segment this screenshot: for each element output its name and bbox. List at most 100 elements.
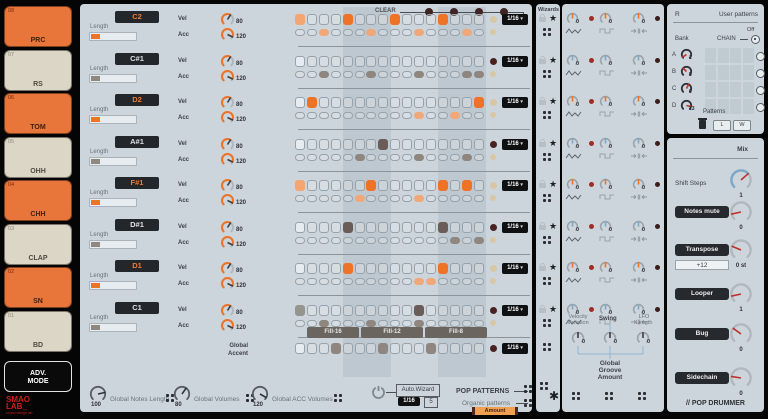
vel-step-cell[interactable]	[414, 263, 424, 274]
acc-step-cell[interactable]	[366, 153, 377, 161]
vel-step-cell[interactable]	[318, 55, 329, 67]
rate-dropdown[interactable]: 1/16 ▾	[502, 138, 528, 150]
vel-step-cell[interactable]	[306, 221, 317, 233]
swing-knob[interactable]	[599, 12, 612, 25]
vel-step-cell[interactable]	[366, 14, 377, 25]
acc-knob[interactable]	[220, 318, 235, 333]
vel-step-cell[interactable]	[425, 304, 436, 316]
acc-knob[interactable]	[220, 110, 235, 125]
vel-step-cell[interactable]	[437, 138, 448, 150]
vel-knob[interactable]	[220, 137, 235, 152]
vel-step-cell[interactable]	[366, 304, 377, 316]
acc-step-cell[interactable]	[295, 319, 305, 327]
vel-step-cell[interactable]	[295, 138, 305, 150]
vel-step-cell[interactable]	[461, 221, 472, 233]
vel-step-cell[interactable]	[306, 263, 317, 274]
wizard-star-button[interactable]: ★	[549, 137, 558, 148]
vel-step-cell[interactable]	[366, 55, 377, 67]
acc-knob[interactable]	[220, 276, 235, 291]
lfo-length-knob[interactable]	[632, 178, 645, 191]
note-badge[interactable]: C2	[115, 11, 159, 23]
acc-step-cell[interactable]	[318, 29, 329, 36]
wizard-row-drag-handle[interactable]	[543, 152, 552, 162]
rate-dropdown[interactable]: 1/16 ▾	[502, 180, 528, 191]
acc-step-cell[interactable]	[461, 278, 472, 285]
vel-step-cell[interactable]	[461, 180, 472, 191]
vel-step-cell[interactable]	[390, 304, 401, 316]
acc-step-cell[interactable]	[342, 236, 353, 244]
acc-step-cell[interactable]	[390, 195, 401, 202]
lock-icon[interactable]	[539, 263, 546, 271]
vel-step-cell[interactable]	[437, 221, 448, 233]
vel-step-cell[interactable]	[437, 180, 448, 191]
auto-wizard-count[interactable]: 5	[424, 397, 438, 408]
acc-step-cell[interactable]	[449, 236, 460, 244]
acc-step-cell[interactable]	[342, 153, 353, 161]
vel-step-cell[interactable]	[295, 14, 305, 25]
acc-step-cell[interactable]	[414, 278, 424, 285]
acc-knob[interactable]	[220, 235, 235, 250]
vel-step-cell[interactable]	[354, 55, 365, 67]
vel-step-cell[interactable]	[354, 221, 365, 233]
vel-step-cell[interactable]	[461, 263, 472, 274]
global-knob[interactable]	[89, 385, 107, 403]
acc-knob[interactable]	[220, 27, 235, 42]
acc-step-cell[interactable]	[342, 29, 353, 36]
chain-cell[interactable]	[730, 48, 741, 63]
auto-wizard-rate[interactable]: 1/16	[398, 397, 420, 406]
acc-step-cell[interactable]	[330, 29, 341, 36]
rate-dropdown[interactable]: 1/16 ▾	[502, 55, 528, 67]
lfo-length-knob[interactable]	[632, 12, 645, 25]
vel-step-cell[interactable]	[342, 263, 353, 274]
acc-step-cell[interactable]	[425, 70, 436, 78]
note-length-slider[interactable]	[89, 281, 137, 290]
vel-step-cell[interactable]	[473, 180, 484, 191]
acc-step-cell[interactable]	[366, 195, 377, 202]
acc-step-cell[interactable]	[378, 319, 389, 327]
chain-cell[interactable]	[717, 48, 729, 63]
chain-row-radio[interactable]	[756, 103, 765, 112]
chain-cell[interactable]	[705, 48, 716, 63]
acc-step-cell[interactable]	[318, 195, 329, 202]
acc-step-cell[interactable]	[437, 112, 448, 119]
acc-step-cell[interactable]	[461, 153, 472, 161]
wizard-row-drag-handle[interactable]	[543, 69, 552, 79]
acc-step-cell[interactable]	[342, 278, 353, 285]
acc-step-cell[interactable]	[402, 112, 413, 119]
vel-step-cell[interactable]	[425, 138, 436, 150]
note-length-slider[interactable]	[89, 73, 137, 83]
vel-step-cell[interactable]	[330, 304, 341, 316]
lock-icon[interactable]	[539, 180, 546, 188]
vel-step-cell[interactable]	[461, 14, 472, 25]
chain-cell[interactable]	[742, 99, 754, 114]
bank-pattern-knob[interactable]	[680, 82, 693, 95]
global-knob-drag-handle[interactable]	[166, 394, 175, 403]
mix-knob-0[interactable]	[729, 168, 753, 192]
vel-step-cell[interactable]	[390, 263, 401, 274]
vel-step-cell[interactable]	[425, 97, 436, 108]
chain-cell[interactable]	[717, 82, 729, 97]
note-badge[interactable]: D2	[115, 94, 159, 106]
vel-step-cell[interactable]	[366, 97, 377, 108]
acc-step-cell[interactable]	[295, 195, 305, 202]
acc-step-cell[interactable]	[295, 112, 305, 119]
acc-step-cell[interactable]	[318, 153, 329, 161]
acc-step-cell[interactable]	[295, 70, 305, 78]
acc-step-cell[interactable]	[354, 319, 365, 327]
wizard-row-drag-handle[interactable]	[543, 318, 552, 328]
note-badge[interactable]: F#1	[115, 177, 159, 189]
bug-button[interactable]: Bug	[675, 328, 729, 340]
wizard-row-drag-handle[interactable]	[543, 277, 552, 286]
acc-step-cell[interactable]	[366, 319, 377, 327]
acc-step-cell[interactable]	[306, 319, 317, 327]
vel-step-cell[interactable]	[425, 263, 436, 274]
global-groove-knob[interactable]	[603, 331, 617, 345]
acc-step-cell[interactable]	[330, 112, 341, 119]
acc-knob[interactable]	[220, 69, 235, 84]
vel-step-cell[interactable]	[354, 263, 365, 274]
vel-step-cell[interactable]	[378, 180, 389, 191]
acc-step-cell[interactable]	[366, 29, 377, 36]
vel-step-cell[interactable]	[378, 138, 389, 150]
accent-step-cell[interactable]	[378, 343, 389, 354]
organic-patterns-drag-handle[interactable]	[524, 399, 533, 408]
